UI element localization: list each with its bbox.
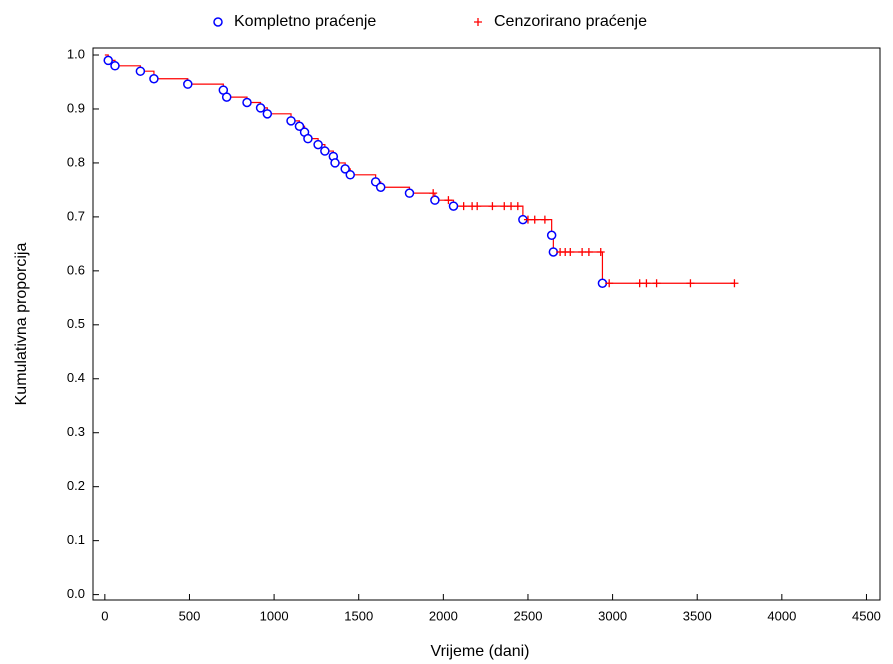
event-point [345,170,356,180]
censor-point [500,202,509,211]
y-tick-label: 0.4 [67,370,85,385]
event-point [135,66,146,76]
x-tick-label: 500 [179,608,201,623]
plot-frame [92,47,881,601]
event-point [404,188,415,198]
y-tick-label: 0.7 [67,208,85,223]
legend-label: Kompletno praćenje [234,13,376,30]
legend-marker [474,18,482,26]
legend-marker [213,17,223,27]
y-tick-label: 1.0 [67,46,85,61]
y-tick-label: 0.0 [67,586,85,601]
event-point [375,182,386,192]
y-tick-label: 0.9 [67,100,85,115]
censor-point [635,279,644,288]
event-point [546,230,557,240]
event-point [448,201,459,211]
y-tick-label: 0.2 [67,478,85,493]
censor-point [530,215,539,224]
survival-curve [104,54,735,284]
censor-point [566,247,575,256]
censor-point [488,202,497,211]
censor-point [642,279,651,288]
y-tick-label: 0.6 [67,262,85,277]
event-point [286,116,296,126]
event-point [340,164,350,174]
x-tick-label: 2500 [514,608,543,623]
event-point [294,121,305,131]
censor-point [605,279,614,288]
censor-point [578,247,587,256]
y-tick-label: 0.1 [67,532,85,547]
event-point [221,92,232,102]
censor-point [459,202,468,211]
x-tick-label: 3000 [598,608,627,623]
x-tick-label: 4000 [767,608,796,623]
event-point [262,109,273,119]
legend-label: Cenzorirano praćenje [494,13,647,30]
x-tick-label: 0 [101,608,108,623]
censor-point [596,247,605,256]
censor-point [473,202,482,211]
event-point [183,79,193,89]
x-tick-label: 1000 [260,608,289,623]
event-point [103,55,113,66]
x-tick-label: 4500 [852,608,881,623]
censor-point [523,215,532,224]
censor-point [429,189,438,198]
event-point [242,97,252,108]
x-axis-label: Vrijeme (dani) [431,643,530,660]
censor-point [652,279,661,288]
censor-point [584,247,593,256]
censor-point [686,279,695,288]
censor-point [730,279,739,288]
y-axis-label: Kumulativna proporcija [13,243,30,406]
x-tick-label: 3500 [683,608,712,623]
y-tick-label: 0.3 [67,424,85,439]
event-point [430,195,440,205]
censor-point [540,215,549,224]
censor-point [444,196,453,205]
event-point [330,158,340,168]
y-tick-label: 0.5 [67,316,85,331]
event-point [313,139,323,150]
x-tick-label: 2000 [429,608,458,623]
event-point [255,103,266,113]
event-point [110,61,120,71]
y-tick-label: 0.8 [67,154,85,169]
censor-point [507,202,516,211]
censor-point [513,202,522,211]
x-tick-label: 1500 [344,608,373,623]
event-point [149,74,159,84]
event-point [303,133,313,144]
event-point [320,146,330,156]
